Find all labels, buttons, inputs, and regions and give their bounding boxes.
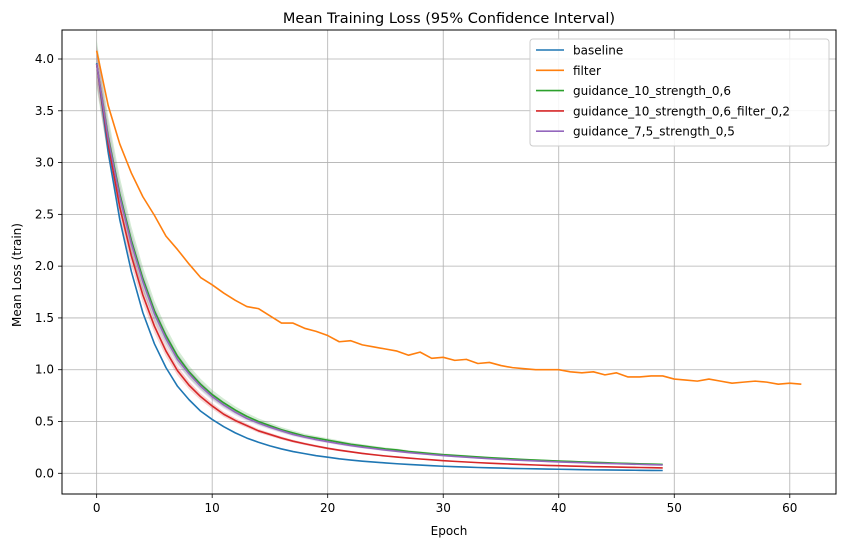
series-line <box>95 64 663 469</box>
x-tick-label: 10 <box>205 501 220 515</box>
y-tick-label: 1.5 <box>35 311 54 325</box>
series-line <box>95 64 663 466</box>
series-line <box>95 64 663 466</box>
grid <box>62 30 836 494</box>
x-tick-label: 30 <box>436 501 451 515</box>
y-tick-label: 2.5 <box>35 207 54 221</box>
y-tick-label: 1.0 <box>35 363 54 377</box>
plot-frame <box>61 29 837 495</box>
y-axis-label: Mean Loss (train) <box>10 223 24 327</box>
legend-label: guidance_10_strength_0,6_filter_0,2 <box>573 104 790 118</box>
y-tick-label: 3.0 <box>35 156 54 170</box>
y-axis-ticks: 0.0 0.5 1.0 1.5 2.0 2.5 3.0 3.5 4.0 <box>35 52 62 480</box>
legend-label: baseline <box>573 44 623 58</box>
y-tick-label: 2.0 <box>35 259 54 273</box>
x-axis-label: Epoch <box>431 524 468 538</box>
legend-label: filter <box>573 64 601 78</box>
series-lines <box>95 50 802 472</box>
legend: baseline filter guidance_10_strength_0,6gu… <box>529 38 830 147</box>
x-tick-label: 20 <box>320 501 335 515</box>
series-line <box>95 50 802 386</box>
legend-label: guidance_7,5_strength_0,5 <box>573 125 735 139</box>
y-tick-label: 0.5 <box>35 415 54 429</box>
y-tick-label: 3.5 <box>35 104 54 118</box>
series-line <box>95 63 663 472</box>
chart-title: Mean Training Loss (95% Confidence Inter… <box>283 11 615 27</box>
x-tick-label: 50 <box>667 501 682 515</box>
legend-box <box>529 38 830 147</box>
x-tick-label: 40 <box>551 501 566 515</box>
x-axis-ticks: 0 10 20 30 40 50 60 <box>93 494 797 515</box>
x-tick-label: 60 <box>782 501 797 515</box>
y-tick-label: 4.0 <box>35 52 54 66</box>
x-tick-label: 0 <box>93 501 101 515</box>
plot-area: 0 10 20 30 40 50 60 0.0 0.5 1.0 1.5 2.0 2.5 3.0 3.5 4.… <box>35 29 837 515</box>
legend-label: guidance_10_strength_0,6 <box>573 84 731 98</box>
y-tick-label: 0.0 <box>35 466 54 480</box>
